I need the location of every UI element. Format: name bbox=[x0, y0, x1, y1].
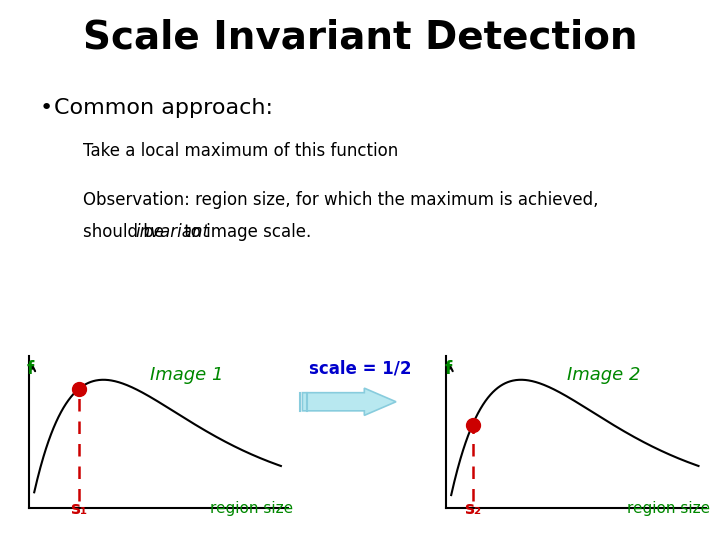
Text: s₂: s₂ bbox=[464, 501, 481, 518]
FancyArrow shape bbox=[302, 388, 396, 415]
Text: s₁: s₁ bbox=[70, 501, 87, 518]
Text: region size: region size bbox=[627, 501, 710, 516]
Text: should be: should be bbox=[83, 223, 169, 241]
Text: scale = 1/2: scale = 1/2 bbox=[309, 359, 411, 377]
Text: Common approach:: Common approach: bbox=[54, 98, 273, 118]
Text: f: f bbox=[27, 360, 34, 378]
Text: Scale Invariant Detection: Scale Invariant Detection bbox=[83, 19, 637, 57]
Text: region size: region size bbox=[210, 501, 292, 516]
Text: •: • bbox=[40, 98, 53, 118]
Text: Image 2: Image 2 bbox=[567, 366, 641, 384]
Text: Image 1: Image 1 bbox=[150, 366, 223, 384]
Text: f: f bbox=[444, 360, 451, 378]
Text: Observation: region size, for which the maximum is achieved,: Observation: region size, for which the … bbox=[83, 191, 598, 209]
Text: to image scale.: to image scale. bbox=[179, 223, 311, 241]
Text: Take a local maximum of this function: Take a local maximum of this function bbox=[83, 142, 398, 160]
Text: invariant: invariant bbox=[135, 223, 210, 241]
